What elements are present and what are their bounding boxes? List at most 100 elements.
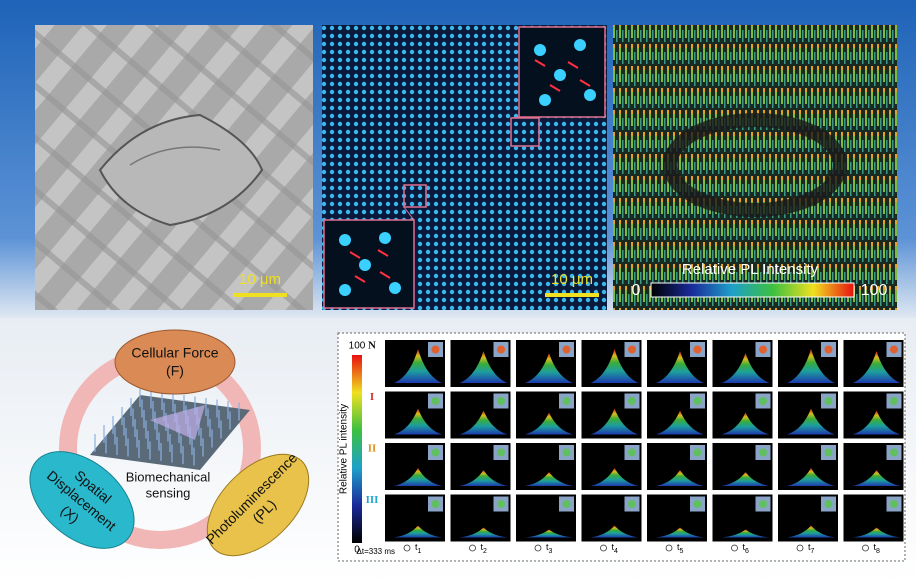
node-force	[114, 329, 236, 395]
grid-cell	[647, 443, 707, 490]
grid-cell	[843, 443, 904, 490]
intensity-peak	[459, 470, 508, 486]
center-label: Biomechanical	[126, 469, 211, 484]
grid-cell	[712, 391, 773, 439]
grid-cell	[516, 494, 576, 542]
inset-spot	[497, 448, 505, 457]
colorbar-min: 0	[632, 282, 641, 299]
time-marker	[796, 544, 804, 552]
grid-cell	[516, 443, 576, 490]
inset-spot	[759, 397, 767, 405]
intensity-peak	[590, 349, 639, 383]
inset-spot	[628, 397, 636, 405]
grid-cell	[712, 443, 773, 490]
center-label: sensing	[146, 485, 191, 500]
inset-spot	[562, 500, 571, 508]
inset-spot	[628, 448, 636, 457]
inset-spot	[431, 397, 440, 405]
intensity-peak	[590, 468, 639, 486]
inset-spot	[431, 345, 440, 354]
intensity-peak	[459, 527, 508, 538]
grid-cell	[843, 391, 904, 439]
grid-cell	[712, 494, 773, 542]
grid-cell	[843, 494, 904, 542]
colorbar	[352, 355, 362, 543]
time-series-grid: 100 0 Relative PL intensity Δt=333 ms N I…	[337, 332, 906, 562]
colorbar-max: 100	[861, 282, 888, 299]
time-label: t3	[546, 542, 553, 554]
pl-map-panel: 10 μm	[322, 25, 607, 310]
row-label: II	[368, 443, 377, 455]
time-sub: 1	[418, 548, 422, 555]
inset-spot	[824, 448, 833, 457]
colorbar-min: 0	[354, 545, 360, 556]
grid-cell	[450, 443, 511, 490]
inset-spot	[890, 397, 898, 405]
inset-spot	[497, 397, 505, 405]
inset-spot	[497, 345, 505, 354]
time-label: t6	[743, 542, 750, 554]
intensity-peak	[525, 353, 573, 383]
brightfield-panel: 10 μm	[35, 25, 313, 310]
time-label: t2	[481, 542, 488, 554]
node-label: (F)	[166, 363, 184, 379]
intensity-peak	[656, 351, 704, 383]
inset-spot	[759, 500, 767, 508]
inset-spot	[628, 500, 636, 508]
inset-spot	[890, 345, 898, 354]
grid-cell	[450, 494, 511, 542]
intensity-peak	[394, 408, 442, 435]
intensity-peak	[459, 351, 508, 383]
inset-spot	[431, 448, 440, 457]
node-pl	[206, 453, 310, 557]
grid-cell	[778, 494, 838, 542]
intensity-peak	[656, 527, 704, 538]
inset-spot	[693, 500, 702, 508]
time-marker	[403, 544, 411, 552]
time-sub: 6	[745, 548, 749, 555]
row-label: III	[366, 494, 379, 506]
grid-cell	[778, 391, 838, 439]
inset-spot	[431, 500, 440, 508]
grid-cell	[516, 340, 576, 387]
node-displacement	[29, 451, 135, 549]
time-sub: 5	[680, 548, 684, 555]
intensity-peak	[394, 525, 442, 538]
inset-spot	[759, 345, 767, 354]
grid-cell	[385, 340, 445, 387]
time-base: t	[808, 542, 811, 552]
scale-bar	[545, 293, 599, 297]
intensity-peak	[394, 468, 442, 486]
intensity-peak	[394, 349, 442, 383]
time-base: t	[677, 542, 680, 552]
grid-cell	[778, 340, 838, 387]
grid-cell	[647, 340, 707, 387]
time-sub: 2	[483, 548, 487, 555]
time-base: t	[874, 542, 877, 552]
time-base: t	[743, 542, 746, 552]
time-sub: 4	[614, 548, 618, 555]
inset-spot	[562, 345, 571, 354]
intensity-peak	[721, 412, 770, 435]
grid-cell	[581, 340, 642, 387]
inset-spot	[562, 397, 571, 405]
time-sub: 8	[876, 548, 880, 555]
time-marker	[731, 544, 738, 552]
colorbar-label: Relative PL intensity	[339, 404, 350, 494]
grid-cell	[647, 494, 707, 542]
grid-cell	[516, 391, 576, 439]
time-marker	[469, 544, 476, 552]
grid-cell	[385, 494, 445, 542]
row-label: N	[368, 340, 376, 352]
grid-cell	[581, 391, 642, 439]
time-base: t	[612, 542, 615, 552]
intensity-peak	[525, 472, 573, 486]
time-label: t4	[612, 542, 619, 554]
inset-spot	[759, 448, 767, 457]
inset-spot	[890, 448, 898, 457]
time-sub: 7	[811, 548, 815, 555]
intensity-peak	[721, 353, 770, 383]
grid-cell	[712, 340, 773, 387]
scale-bar-label: 10 μm	[239, 271, 281, 288]
intensity-peak	[590, 408, 639, 435]
